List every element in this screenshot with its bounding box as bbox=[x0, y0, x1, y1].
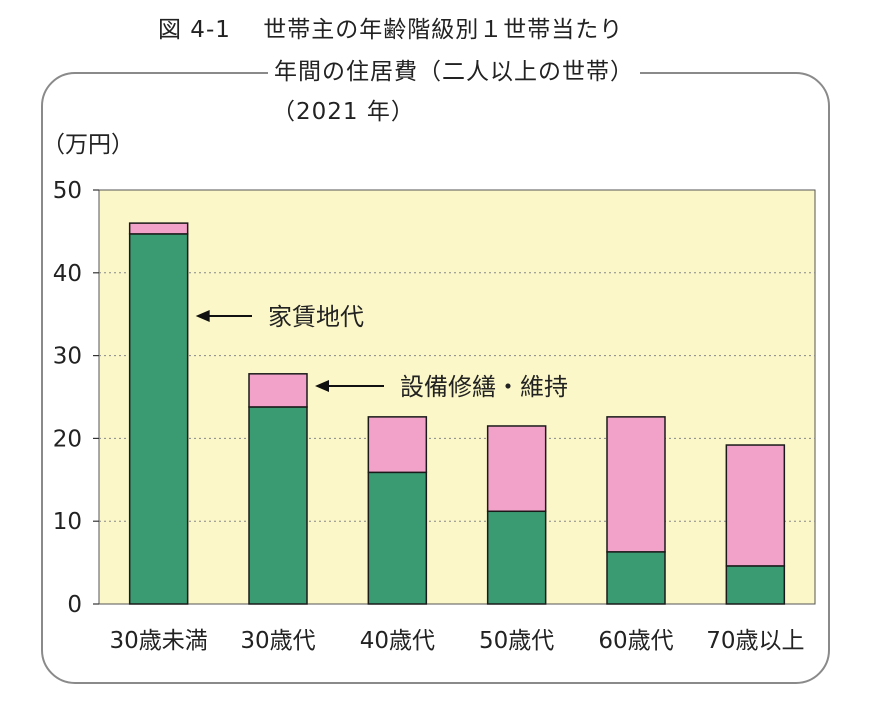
bar-segment-rent bbox=[128, 233, 189, 605]
x-tick-label: 50歳代 bbox=[479, 628, 554, 654]
bar-segment-rent bbox=[486, 510, 547, 605]
bar-segment-repair bbox=[725, 444, 786, 567]
bar-segment-rent bbox=[725, 565, 786, 605]
bar-segment-rent bbox=[248, 406, 308, 605]
y-tick-label: 20 bbox=[53, 426, 82, 452]
figure-title-line3: （2021 年） bbox=[272, 92, 415, 126]
y-tick-label: 30 bbox=[53, 344, 82, 370]
bar-segment-repair bbox=[248, 373, 308, 408]
y-tick-label: 40 bbox=[53, 261, 82, 287]
x-tick-label: 40歳代 bbox=[360, 628, 435, 654]
bar-segment-repair bbox=[486, 425, 547, 513]
annotation-label-rent: 家賃地代 bbox=[268, 303, 364, 331]
bar-segment-repair bbox=[367, 416, 428, 474]
x-tick-label: 30歳未満 bbox=[110, 628, 208, 654]
x-tick-label: 30歳代 bbox=[240, 628, 315, 654]
figure-title-line2: 年間の住居費（二人以上の世帯） bbox=[268, 52, 640, 86]
figure-number: 図 4-1 bbox=[158, 17, 231, 43]
bar-segment-rent bbox=[367, 471, 428, 605]
bar-segment-repair bbox=[128, 222, 189, 235]
x-tick-label: 70歳以上 bbox=[706, 628, 804, 654]
gridlines bbox=[99, 272, 815, 522]
figure-title-text1: 世帯主の年齢階級別１世帯当たり bbox=[263, 17, 624, 43]
y-tick-label: 0 bbox=[67, 592, 82, 618]
figure-title-line1: 図 4-1 世帯主の年齢階級別１世帯当たり bbox=[152, 10, 630, 44]
annotation-label-repair: 設備修繕・維持 bbox=[400, 373, 568, 401]
plot-area bbox=[98, 189, 816, 605]
y-tick-label: 50 bbox=[53, 178, 82, 204]
bar-segment-repair bbox=[606, 416, 666, 553]
bars bbox=[128, 222, 786, 605]
bar-segment-rent bbox=[606, 551, 666, 605]
y-tick-label: 10 bbox=[53, 509, 82, 535]
annotation-arrow-repair-head bbox=[315, 380, 329, 392]
axes: 0 10 20 30 40 50 （万円） 30歳未満 30歳代 40歳代 50歳代 60歳代 70歳以… bbox=[42, 132, 804, 654]
y-axis-label: （万円） bbox=[42, 132, 134, 158]
annotation-arrow-rent-head bbox=[195, 310, 210, 322]
x-tick-label: 60歳代 bbox=[598, 628, 673, 654]
